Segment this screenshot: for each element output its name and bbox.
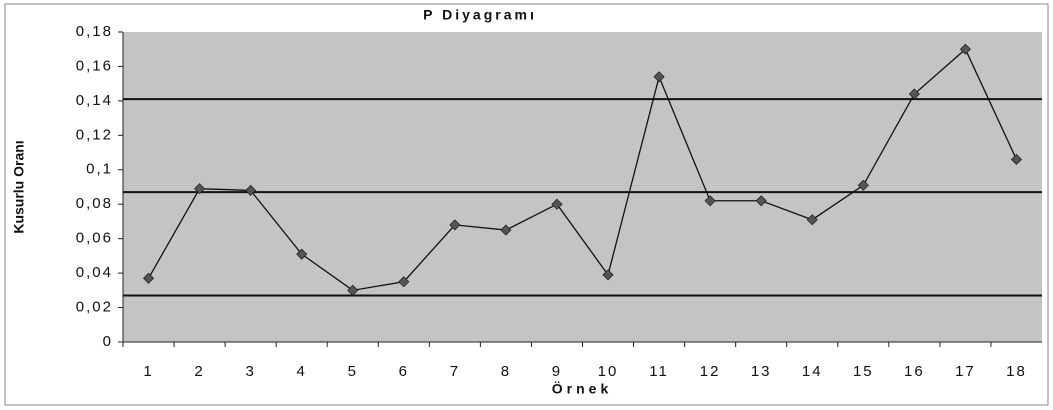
- x-tick-label: 17: [955, 363, 976, 380]
- marker: [296, 248, 308, 260]
- x-tick-label: 6: [399, 363, 409, 380]
- y-tick-label: 0,12: [76, 126, 113, 143]
- chart-frame: [4, 3, 1049, 406]
- data-line: [147, 48, 1018, 292]
- marker: [908, 88, 920, 100]
- y-tick-label: 0,16: [76, 57, 113, 74]
- x-tick-label: 3: [245, 363, 255, 380]
- marker: [398, 276, 410, 288]
- x-tick-label: 12: [700, 363, 721, 380]
- marker: [755, 195, 767, 207]
- marker: [194, 183, 206, 195]
- x-tick-label: 4: [297, 363, 307, 380]
- x-tick-label: 15: [853, 363, 874, 380]
- marker: [347, 284, 359, 296]
- x-tick-label: 11: [649, 363, 669, 380]
- plot-area: [123, 32, 1042, 342]
- y-tick-label: 0,08: [76, 195, 113, 212]
- x-tick-label: 5: [348, 363, 358, 380]
- x-tick-label: 1: [143, 363, 153, 380]
- x-axis-label: Örnek: [552, 381, 612, 397]
- marker: [1010, 153, 1023, 166]
- marker: [959, 43, 971, 55]
- marker: [245, 184, 257, 197]
- y-tick-label: 0,1: [86, 161, 113, 178]
- y-tick-label: 0,06: [76, 230, 113, 247]
- marker: [449, 219, 461, 231]
- chart-title: P Diyagramı: [423, 7, 537, 23]
- marker: [806, 214, 818, 226]
- marker: [500, 224, 512, 236]
- x-tick-label: 13: [751, 363, 772, 380]
- marker: [551, 198, 563, 210]
- marker: [704, 195, 716, 207]
- marker: [653, 71, 665, 83]
- y-tick-label: 0,02: [76, 299, 113, 316]
- y-tick-label: 0: [103, 333, 113, 350]
- marker: [602, 269, 614, 281]
- y-tick-label: 0,18: [76, 23, 113, 40]
- y-axis-label: Kusurlu Oranı: [11, 140, 27, 233]
- x-tick-label: 2: [194, 363, 204, 380]
- x-tick-label: 8: [501, 363, 511, 380]
- marker: [857, 179, 869, 191]
- y-tick-label: 0,14: [76, 92, 113, 109]
- x-tick-label: 9: [552, 363, 562, 380]
- x-tick-label: 16: [904, 363, 925, 380]
- x-tick-label: 7: [450, 363, 460, 380]
- x-tick-label: 18: [1006, 363, 1027, 380]
- x-tick-label: 10: [598, 363, 619, 380]
- y-tick-label: 0,04: [76, 264, 113, 281]
- x-tick-label: 14: [802, 363, 823, 380]
- marker: [142, 272, 155, 284]
